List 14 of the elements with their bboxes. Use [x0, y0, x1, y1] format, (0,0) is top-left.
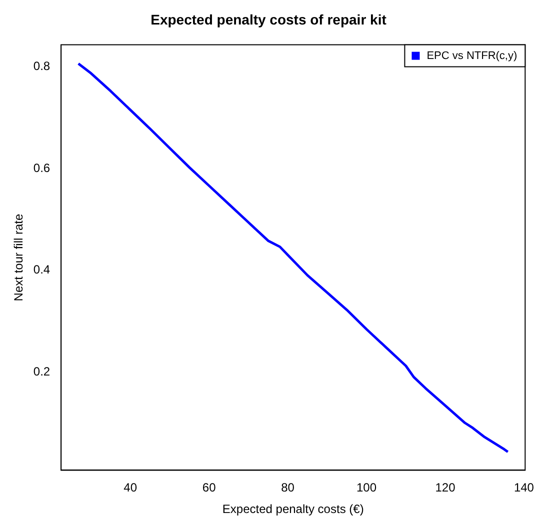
x-tick-label: 60: [202, 480, 216, 495]
y-tick-label: 0.4: [33, 262, 50, 277]
y-tick-label: 0.2: [33, 364, 50, 378]
y-tick-label: 0.8: [33, 58, 50, 73]
x-axis-title: Expected penalty costs (€): [222, 502, 364, 516]
x-tick-label: 100: [356, 480, 377, 495]
x-tick-label: 140: [514, 480, 534, 495]
legend-label: EPC vs NTFR(c,y): [426, 50, 518, 62]
x-tick-label: 40: [124, 480, 138, 495]
y-axis-title: Next tour fill rate: [12, 214, 26, 302]
chart-title: Expected penalty costs of repair kit: [150, 11, 387, 28]
x-tick-label: 80: [281, 480, 295, 495]
y-tick-label: 0.6: [33, 160, 50, 175]
x-tick-label: 120: [435, 480, 456, 495]
